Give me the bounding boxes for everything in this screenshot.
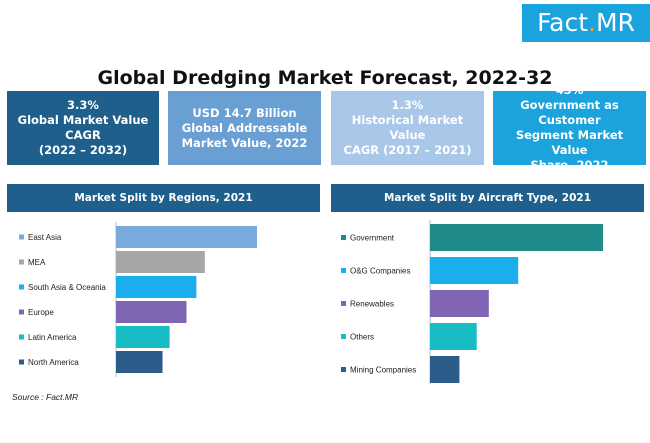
legend-marker bbox=[341, 301, 346, 306]
kpi-line: 43% bbox=[555, 83, 584, 97]
category-label: Mining Companies bbox=[350, 366, 416, 375]
legend-marker bbox=[19, 259, 24, 265]
category-label: MEA bbox=[28, 258, 46, 267]
bar bbox=[116, 226, 257, 248]
category-label: Renewables bbox=[350, 300, 394, 309]
aircraft-type-bar-chart: Government O&G Companies Renewables Others M… bbox=[341, 220, 603, 384]
bar bbox=[430, 356, 460, 383]
legend-marker bbox=[341, 268, 346, 273]
regions-bar-chart: East Asia MEA South Asia & Oceania Europe La… bbox=[19, 222, 257, 377]
legend-marker bbox=[341, 367, 346, 372]
kpi-line: 3.3% bbox=[67, 98, 99, 112]
kpi-line: Historical Market Value bbox=[351, 113, 464, 142]
bar bbox=[116, 276, 197, 298]
kpi-line: Global Addressable bbox=[181, 120, 308, 135]
kpi-line: Market Value, 2022 bbox=[181, 135, 308, 150]
category-label: Government bbox=[350, 234, 395, 243]
kpi-box-market-value: USD 14.7 Billion Global Addressable Mark… bbox=[168, 91, 321, 165]
legend-marker bbox=[19, 284, 24, 290]
kpi-line: Government as Customer bbox=[520, 98, 619, 127]
kpi-box-historical-cagr: 1.3% Historical Market Value CAGR (2017 … bbox=[331, 91, 484, 165]
kpi-line: Segment Market Value bbox=[515, 128, 624, 157]
bar bbox=[116, 351, 163, 373]
bar bbox=[430, 224, 603, 251]
kpi-box-cagr: 3.3% Global Market Value CAGR (2022 – 20… bbox=[7, 91, 159, 165]
kpi-line: CAGR bbox=[65, 128, 101, 142]
category-label: O&G Companies bbox=[350, 267, 410, 276]
kpi-line: USD 14.7 Billion bbox=[192, 105, 297, 120]
kpi-line: Global Market Value bbox=[17, 113, 149, 127]
kpi-line: 1.3% bbox=[391, 98, 424, 112]
bar bbox=[430, 257, 519, 284]
kpi-line: (2022 – 2032) bbox=[38, 143, 128, 157]
category-label: Others bbox=[350, 333, 374, 342]
source-note: Source : Fact.MR bbox=[12, 392, 79, 402]
legend-marker bbox=[19, 234, 24, 240]
category-label: North America bbox=[28, 358, 79, 367]
factmr-logo: Fact.MR bbox=[522, 4, 650, 42]
bar bbox=[116, 326, 170, 348]
bar bbox=[116, 301, 187, 323]
page-title: Global Dredging Market Forecast, 2022-32 bbox=[97, 67, 553, 89]
legend-marker bbox=[19, 334, 24, 340]
regions-panel-heading: Market Split by Regions, 2021 bbox=[7, 184, 320, 212]
category-label: East Asia bbox=[28, 233, 62, 242]
legend-marker bbox=[19, 309, 24, 315]
aircraft-type-panel-heading: Market Split by Aircraft Type, 2021 bbox=[331, 184, 644, 212]
category-label: Latin America bbox=[28, 333, 77, 342]
legend-marker bbox=[19, 359, 24, 365]
kpi-box-government-share: 43% Government as Customer Segment Marke… bbox=[493, 83, 646, 172]
category-label: Europe bbox=[28, 308, 54, 317]
legend-marker bbox=[341, 235, 346, 240]
bar bbox=[430, 323, 477, 350]
bar bbox=[430, 290, 489, 317]
legend-marker bbox=[341, 334, 346, 339]
kpi-line: CAGR (2017 – 2021) bbox=[343, 143, 472, 157]
bar bbox=[116, 251, 205, 273]
kpi-line: Share, 2022 bbox=[530, 158, 609, 172]
category-label: South Asia & Oceania bbox=[28, 283, 106, 292]
